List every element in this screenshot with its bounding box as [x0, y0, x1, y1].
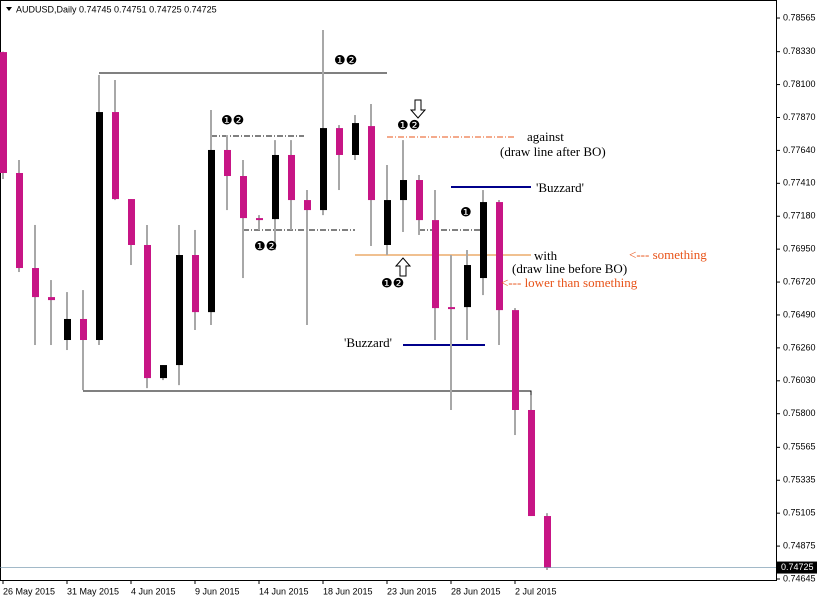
candle-body: [80, 318, 87, 341]
annotation: ❶❷: [397, 119, 420, 134]
x-tick-label: 26 May 2015: [3, 586, 55, 596]
last-price-box: [777, 561, 817, 574]
candle-body: [400, 180, 407, 201]
candle-body: [112, 112, 119, 200]
x-tick-label: 9 Jun 2015: [195, 586, 240, 596]
candle-body: [384, 200, 391, 245]
candle-body: [352, 123, 359, 155]
x-tick-label: 31 May 2015: [67, 586, 119, 596]
annotation: ❶❷: [221, 114, 244, 129]
x-tick-label: 2 Jul 2015: [515, 586, 557, 596]
annotation: 'Buzzard': [344, 335, 392, 350]
candle-body: [192, 255, 199, 313]
y-tick-label: 0.76720: [783, 276, 816, 286]
candle-body: [32, 268, 39, 298]
candle-body: [64, 318, 71, 341]
x-tick-label: 14 Jun 2015: [259, 586, 309, 596]
candle-body: [304, 200, 311, 211]
candle-body: [480, 202, 487, 279]
candle-body: [144, 244, 151, 379]
candle-body: [160, 365, 167, 379]
y-tick-label: 0.75105: [783, 508, 816, 518]
last-price-label: 0.74725: [781, 562, 814, 572]
annotation: 'Buzzard': [536, 180, 584, 195]
y-tick-label: 0.74875: [783, 540, 816, 550]
y-tick-label: 0.78565: [783, 12, 816, 22]
y-tick-label: 0.76950: [783, 244, 816, 254]
arrow-down: [409, 99, 427, 119]
annotation: ❶❷: [334, 54, 357, 69]
line: [83, 390, 532, 397]
annotation: ❶❷: [254, 240, 277, 255]
candle-body: [256, 218, 263, 221]
candle-body: [416, 180, 423, 221]
candle-body: [368, 126, 375, 201]
candle-body: [16, 173, 23, 269]
annotation: (draw line before BO): [512, 261, 627, 276]
y-tick-label: 0.78330: [783, 46, 816, 56]
candle-body: [336, 128, 343, 155]
candle-body: [224, 149, 231, 177]
y-tick-label: 0.75565: [783, 442, 816, 452]
candle-body: [176, 255, 183, 366]
candle-body: [0, 52, 7, 174]
y-tick-label: 0.76490: [783, 309, 816, 319]
candle-body: [544, 516, 551, 568]
menu-triangle: [6, 7, 12, 11]
candle-body: [128, 199, 135, 245]
annotation: ❶❷: [381, 277, 404, 292]
candle-body: [96, 112, 103, 341]
candle-body: [496, 202, 503, 311]
annotation: with: [534, 248, 558, 263]
candle-body: [208, 149, 215, 313]
candle-body: [272, 154, 279, 220]
annotation: <--- something: [629, 247, 707, 262]
candle-body: [240, 176, 247, 219]
x-tick-label: 23 Jun 2015: [387, 586, 437, 596]
plot-frame: [0, 0, 777, 581]
arrow-up: [394, 257, 412, 277]
x-tick-label: 4 Jun 2015: [131, 586, 176, 596]
candle-body: [512, 310, 519, 410]
x-tick-label: 18 Jun 2015: [323, 586, 373, 596]
candle-body: [528, 409, 535, 517]
chart-title: AUDUSD,Daily 0.74745 0.74751 0.74725 0.7…: [16, 4, 217, 14]
candle-body: [448, 307, 455, 310]
annotation: against: [527, 129, 564, 144]
y-tick-label: 0.77410: [783, 178, 816, 188]
candle-body: [48, 297, 55, 301]
y-tick-label: 0.78100: [783, 79, 816, 89]
candle-body: [464, 265, 471, 308]
y-tick-label: 0.75335: [783, 475, 816, 485]
x-tick-label: 28 Jun 2015: [451, 586, 501, 596]
annotation: (draw line after BO): [500, 144, 606, 159]
candle-body: [320, 128, 327, 211]
annotation: <--- lower than something: [501, 275, 638, 290]
y-tick-label: 0.77640: [783, 145, 816, 155]
candle-body: [432, 220, 439, 309]
annotation: ❶: [460, 206, 472, 221]
y-tick-label: 0.77180: [783, 211, 816, 221]
y-tick-label: 0.74645: [783, 573, 816, 583]
y-tick-label: 0.75800: [783, 408, 816, 418]
y-tick-label: 0.77870: [783, 112, 816, 122]
y-tick-label: 0.76260: [783, 342, 816, 352]
y-tick-label: 0.76030: [783, 375, 816, 385]
candle-body: [288, 154, 295, 201]
